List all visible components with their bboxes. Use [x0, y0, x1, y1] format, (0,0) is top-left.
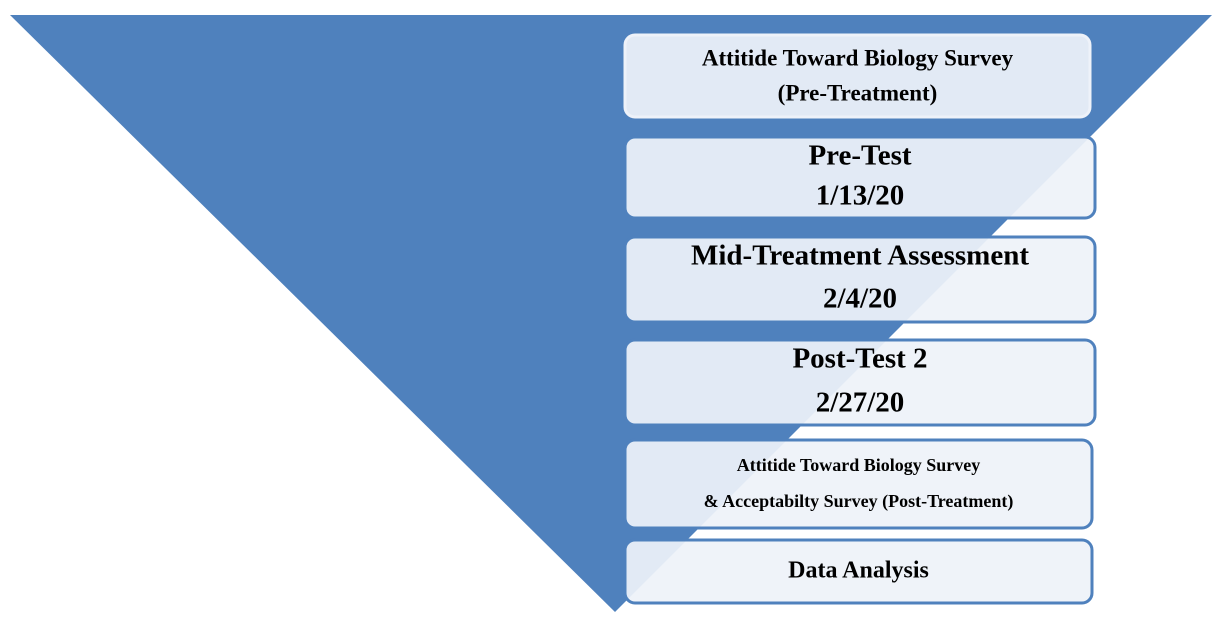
step-box [623, 538, 1094, 605]
step-label: 2/27/20 [816, 387, 905, 419]
step-box [623, 438, 1094, 530]
step-label: Post-Test 2 [792, 343, 927, 375]
step: Data Analysis [623, 538, 1094, 605]
step-box [623, 135, 1097, 220]
step-label: Attitide Toward Biology Survey [737, 455, 981, 475]
step-label: Attitide Toward Biology Survey [702, 45, 1014, 70]
step-label: Pre-Test [808, 140, 911, 172]
step-box [623, 235, 1097, 324]
step-label: Mid-Treatment Assessment [691, 240, 1029, 272]
step: Post-Test 2 2/27/20 [623, 338, 1097, 427]
step-box [623, 33, 1092, 119]
step: Attitide Toward Biology Survey (Pre-Treat… [623, 33, 1092, 119]
step: Mid-Treatment Assessment 2/4/20 [623, 235, 1097, 324]
step-label: (Pre-Treatment) [778, 80, 938, 105]
step-box [623, 338, 1097, 427]
step-label: Data Analysis [788, 558, 929, 584]
step: Attitide Toward Biology Survey & Acceptab… [623, 438, 1094, 530]
step: Pre-Test 1/13/20 [623, 135, 1097, 220]
step-label: 2/4/20 [823, 283, 897, 315]
step-label: & Acceptabilty Survey (Post-Treatment) [704, 491, 1014, 512]
step-label: 1/13/20 [816, 180, 905, 212]
